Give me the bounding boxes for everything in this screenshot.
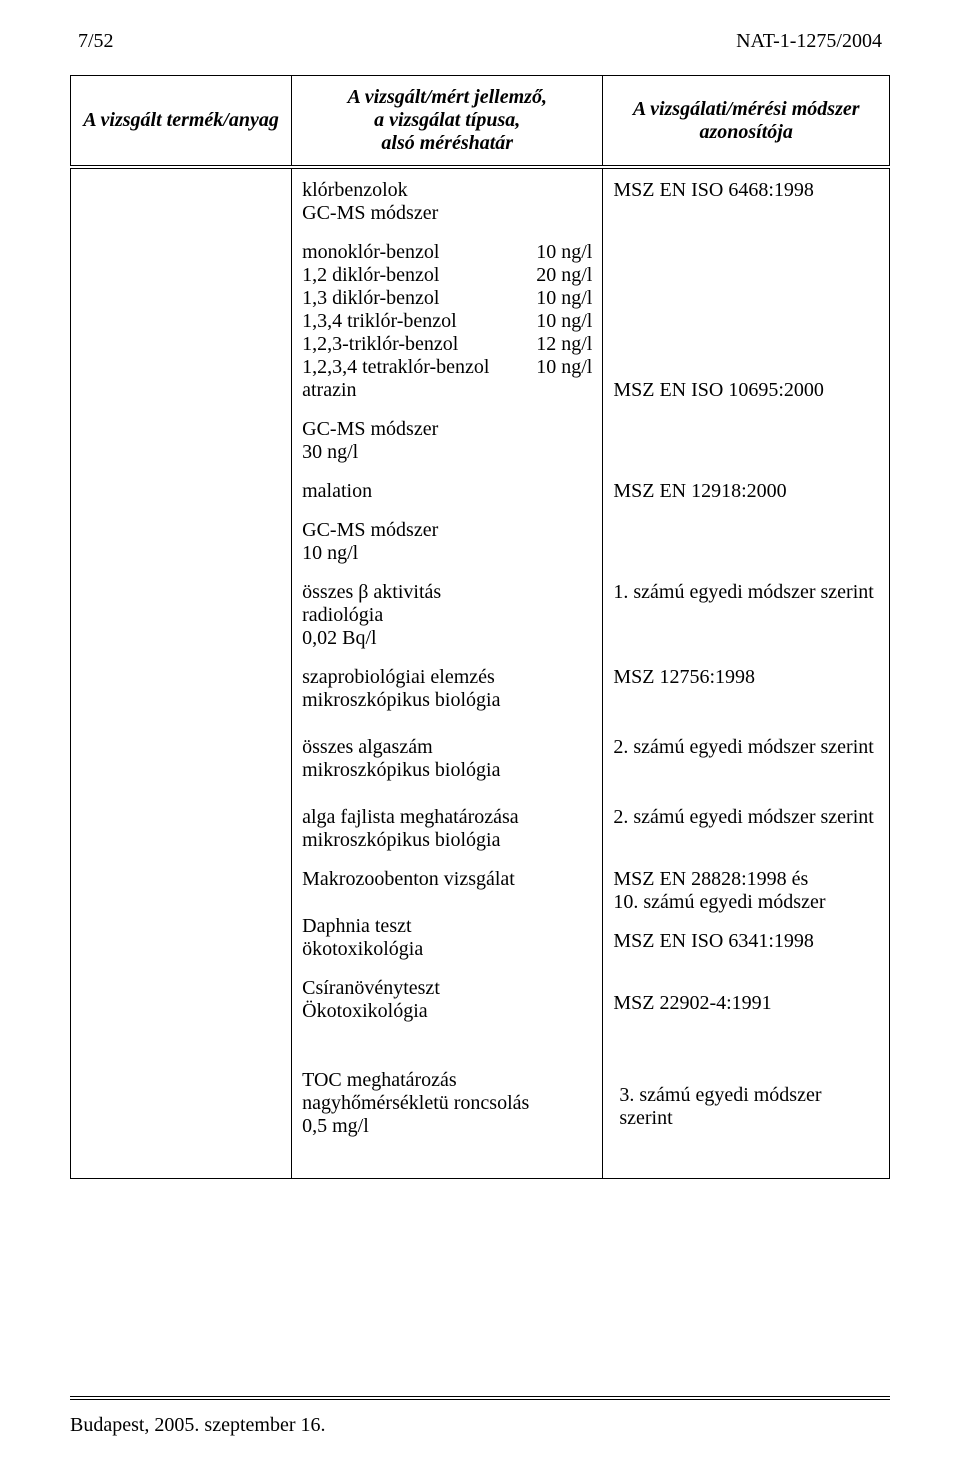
th-characteristic: A vizsgált/mért jellemző, a vizsgálat tí… xyxy=(292,76,603,168)
text: GC-MS módszer xyxy=(302,202,592,225)
page: 7/52 NAT-1-1275/2004 A vizsgált termék/a… xyxy=(0,0,960,1477)
text: TOC meghatározás xyxy=(302,1069,592,1092)
text: alga fajlista meghatározása xyxy=(302,806,592,829)
th-product-text: A vizsgált termék/anyag xyxy=(83,109,279,131)
block-malation: malation xyxy=(302,480,592,503)
th-char-l1: A vizsgált/mért jellemző, xyxy=(300,86,594,109)
main-table: A vizsgált termék/anyag A vizsgált/mért … xyxy=(70,75,890,1179)
block-daphnia: Daphnia teszt ökotoxikológia xyxy=(302,915,592,961)
text: 30 ng/l xyxy=(302,441,592,464)
footer-rule xyxy=(70,1396,890,1400)
text: Daphnia teszt xyxy=(302,915,592,938)
header-doc-ref: NAT-1-1275/2004 xyxy=(736,30,882,53)
k: monoklór-benzol xyxy=(302,241,439,264)
th-method-l1: A vizsgálati/mérési módszer xyxy=(611,98,881,121)
text: Ökotoxikológia xyxy=(302,1000,592,1023)
text: 0,5 mg/l xyxy=(302,1115,592,1138)
text: mikroszkópikus biológia xyxy=(302,829,592,852)
k: 1,2 diklór-benzol xyxy=(302,264,439,287)
text: MSZ 22902-4:1991 xyxy=(613,992,879,1015)
method-r4: MSZ EN 12918:2000 xyxy=(613,480,879,503)
text: klórbenzolok xyxy=(302,179,592,202)
text: 2. számú egyedi módszer szerint xyxy=(613,806,879,829)
method-r3-empty xyxy=(613,418,879,464)
text: 2. számú egyedi módszer szerint xyxy=(613,736,879,759)
v: 10 ng/l xyxy=(528,241,592,264)
text: 3. számú egyedi módszer szerint xyxy=(613,1084,879,1130)
method-r2-wrap: MSZ EN ISO 10695:2000 xyxy=(613,241,879,402)
block-gcms-10: GC-MS módszer 10 ng/l xyxy=(302,519,592,565)
text: 0,02 Bq/l xyxy=(302,627,592,650)
table-row: klórbenzolok GC-MS módszer monoklór-benz… xyxy=(71,167,890,1179)
block-alga-fajlista: alga fajlista meghatározása mikroszkópik… xyxy=(302,806,592,852)
k: atrazin xyxy=(302,379,356,402)
text: GC-MS módszer xyxy=(302,418,592,441)
text: MSZ EN 12918:2000 xyxy=(613,480,879,503)
text: MSZ EN 28828:1998 és xyxy=(613,868,879,891)
text: mikroszkópikus biológia xyxy=(302,759,592,782)
cell-characteristics: klórbenzolok GC-MS módszer monoklór-benz… xyxy=(292,167,603,1179)
block-beta-activity: összes β aktivitás radiológia 0,02 Bq/l xyxy=(302,581,592,650)
method-r9: 2. számú egyedi módszer szerint xyxy=(613,806,879,852)
k: 1,3,4 triklór-benzol xyxy=(302,310,457,333)
text: 10. számú egyedi módszer xyxy=(613,891,879,914)
block-gcms-30: GC-MS módszer 30 ng/l xyxy=(302,418,592,464)
text: radiológia xyxy=(302,604,592,627)
v: 12 ng/l xyxy=(528,333,592,356)
text: MSZ 12756:1998 xyxy=(613,666,879,689)
page-footer: Budapest, 2005. szeptember 16. xyxy=(70,1396,890,1437)
method-r10: MSZ EN 28828:1998 és 10. számú egyedi mó… xyxy=(613,868,879,914)
k: 1,2,3,4 tetraklór-benzol xyxy=(302,356,489,379)
th-char-l2: a vizsgálat típusa, xyxy=(300,109,594,132)
v: 10 ng/l xyxy=(528,287,592,310)
text: Csíranövényteszt xyxy=(302,977,592,1000)
v: 10 ng/l xyxy=(528,356,592,379)
th-product: A vizsgált termék/anyag xyxy=(71,76,292,168)
block-alga-count: összes algaszám mikroszkópikus biológia xyxy=(302,736,592,782)
method-r13: 3. számú egyedi módszer szerint xyxy=(613,1084,879,1130)
text: összes β aktivitás xyxy=(302,581,592,604)
v xyxy=(584,379,592,402)
th-method-id: A vizsgálati/mérési módszer azonosítója xyxy=(603,76,890,168)
text: szaprobiológiai elemzés xyxy=(302,666,592,689)
th-method-l2: azonosítója xyxy=(611,121,881,144)
text: MSZ EN ISO 6468:1998 xyxy=(613,179,879,202)
text: 1. számú egyedi módszer szerint xyxy=(613,581,879,604)
block-klorbenzolok: klórbenzolok GC-MS módszer xyxy=(302,179,592,225)
text: MSZ EN ISO 10695:2000 xyxy=(613,379,879,402)
block-benzol-list: monoklór-benzol 10 ng/l 1,2 diklór-benzol… xyxy=(302,241,592,402)
text: mikroszkópikus biológia xyxy=(302,689,592,712)
block-makrozoobenton: Makrozoobenton vizsgálat xyxy=(302,868,592,891)
method-r12: MSZ 22902-4:1991 xyxy=(613,992,879,1038)
method-r11: MSZ EN ISO 6341:1998 xyxy=(613,930,879,976)
v: 10 ng/l xyxy=(528,310,592,333)
text: 10 ng/l xyxy=(302,542,592,565)
method-r6: 1. számú egyedi módszer szerint xyxy=(613,581,879,650)
method-r7: MSZ 12756:1998 xyxy=(613,666,879,712)
block-csiranoveny: Csíranövényteszt Ökotoxikológia xyxy=(302,977,592,1023)
k: 1,3 diklór-benzol xyxy=(302,287,439,310)
k: 1,2,3-triklór-benzol xyxy=(302,333,458,356)
text: MSZ EN ISO 6341:1998 xyxy=(613,930,879,953)
text: ökotoxikológia xyxy=(302,938,592,961)
block-toc: TOC meghatározás nagyhőmérsékletü roncso… xyxy=(302,1069,592,1138)
text: Makrozoobenton vizsgálat xyxy=(302,868,592,891)
text: összes algaszám xyxy=(302,736,592,759)
header-page-fraction: 7/52 xyxy=(78,30,114,53)
page-header: 7/52 NAT-1-1275/2004 xyxy=(70,30,890,53)
th-char-l3: alsó méréshatár xyxy=(300,132,594,155)
text: malation xyxy=(302,480,592,503)
cell-product xyxy=(71,167,292,1179)
method-r1: MSZ EN ISO 6468:1998 xyxy=(613,179,879,225)
cell-method-ids: MSZ EN ISO 6468:1998 MSZ EN ISO 10695:20… xyxy=(603,167,890,1179)
text: GC-MS módszer xyxy=(302,519,592,542)
block-szapro: szaprobiológiai elemzés mikroszkópikus b… xyxy=(302,666,592,712)
footer-text: Budapest, 2005. szeptember 16. xyxy=(70,1414,890,1437)
text: nagyhőmérsékletü roncsolás xyxy=(302,1092,592,1115)
method-r8: 2. számú egyedi módszer szerint xyxy=(613,736,879,782)
table-head-row: A vizsgált termék/anyag A vizsgált/mért … xyxy=(71,76,890,168)
method-r5-empty xyxy=(613,519,879,565)
v: 20 ng/l xyxy=(528,264,592,287)
